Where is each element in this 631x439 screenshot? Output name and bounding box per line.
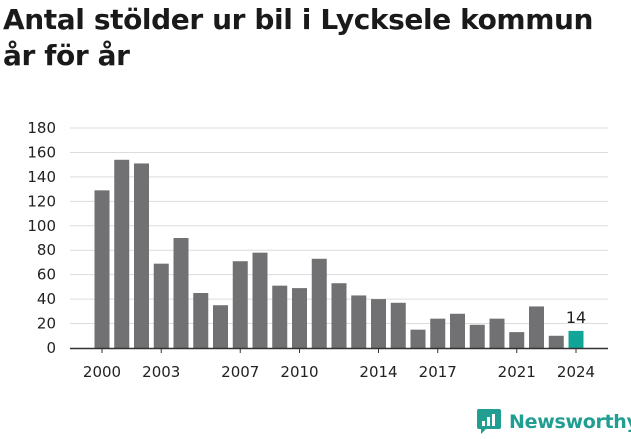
y-tick-label: 60 xyxy=(37,266,56,284)
bar-2001 xyxy=(114,159,130,348)
bar-2000 xyxy=(94,190,110,348)
bar-2021 xyxy=(509,332,525,348)
newsworthy-logo-icon xyxy=(477,409,501,434)
y-tick-label: 100 xyxy=(27,217,56,235)
y-tick-label: 40 xyxy=(37,290,56,308)
chart-title: Antal stölder ur bil i Lycksele kommun å… xyxy=(3,3,594,72)
bar-2018 xyxy=(450,313,465,348)
y-tick-label: 120 xyxy=(27,192,56,210)
x-tick-label: 2024 xyxy=(557,363,595,381)
bar-2010 xyxy=(292,288,307,348)
brand-logo: Newsworthy xyxy=(476,407,631,437)
x-tick-label: 2003 xyxy=(142,363,180,381)
bar-2004 xyxy=(173,238,189,348)
bar-2020 xyxy=(489,318,505,348)
bar-2008 xyxy=(252,252,268,348)
bar-2019 xyxy=(469,324,485,348)
brand-name: Newsworthy xyxy=(509,411,631,433)
bar-2015 xyxy=(390,302,406,348)
y-axis-tick-labels: 0 20 40 60 80 100 120 140 160 180 xyxy=(27,119,56,357)
bar-2006 xyxy=(213,305,228,348)
bar-2009 xyxy=(272,285,288,348)
y-tick-label: 160 xyxy=(27,143,56,161)
bar-2005 xyxy=(193,293,209,348)
bar-2002 xyxy=(134,163,149,348)
bar-2012 xyxy=(331,283,347,348)
x-tick-label: 2010 xyxy=(280,363,318,381)
bar-2011 xyxy=(311,258,327,348)
gridlines xyxy=(70,127,608,325)
bar-2003 xyxy=(153,263,169,348)
x-tick-label: 2017 xyxy=(419,363,457,381)
y-tick-label: 80 xyxy=(37,241,56,259)
bar-2016 xyxy=(410,329,426,348)
data-labels: 14 xyxy=(566,308,586,327)
y-tick-label: 20 xyxy=(37,315,56,333)
bar-2022 xyxy=(529,306,544,348)
y-tick-label: 0 xyxy=(46,339,56,357)
bar-2007 xyxy=(232,261,248,348)
x-axis-tick-labels: 2000 2003 2007 2010 2014 2017 2021 2024 xyxy=(83,363,595,381)
bars xyxy=(94,159,584,348)
x-tick-label: 2007 xyxy=(221,363,259,381)
bar-2023 xyxy=(548,335,564,348)
x-tick-label: 2014 xyxy=(359,363,397,381)
x-axis xyxy=(70,347,608,353)
x-tick-label: 2021 xyxy=(498,363,536,381)
bar-2024 xyxy=(568,330,584,348)
bar-2014 xyxy=(371,299,386,348)
y-tick-label: 180 xyxy=(27,119,56,137)
data-label-2024: 14 xyxy=(566,308,586,327)
x-tick-label: 2000 xyxy=(83,363,121,381)
bar-2017 xyxy=(430,318,446,348)
y-tick-label: 140 xyxy=(27,168,56,186)
bar-2013 xyxy=(351,295,367,348)
